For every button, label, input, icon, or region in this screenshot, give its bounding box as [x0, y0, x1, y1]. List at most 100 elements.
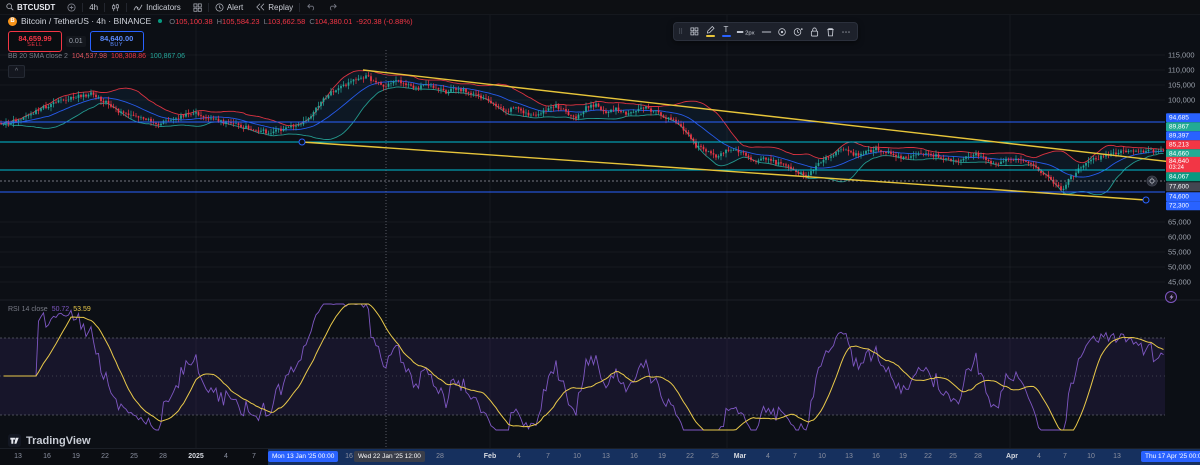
lock-button[interactable]: [807, 24, 821, 39]
candlestick-icon: [112, 3, 119, 11]
svg-text:2px: 2px: [745, 30, 755, 36]
buy-button[interactable]: 84,640.00 BUY: [89, 31, 144, 52]
trendline-handle[interactable]: [1142, 196, 1150, 204]
bb-indicator-legend[interactable]: BB 20 SMA close 2 104,537.98 108,308.86 …: [8, 53, 185, 60]
time-axis-tick: 10: [1087, 453, 1095, 460]
time-range-label[interactable]: Wed 22 Jan '25 12:00: [354, 450, 425, 462]
price-label: 84,067: [1166, 172, 1200, 182]
indicators-button[interactable]: Indicators: [127, 0, 187, 14]
time-axis-tick: 22: [924, 453, 932, 460]
time-axis-tick: 16: [872, 453, 880, 460]
price-axis-tick: 60,000: [1168, 232, 1191, 242]
line-color-swatch: [705, 35, 715, 37]
trash-icon: [826, 27, 834, 36]
multichart-layout-icon: [193, 3, 202, 12]
sell-button[interactable]: 84,659.99 SELL: [8, 31, 62, 52]
settings-button[interactable]: [775, 24, 789, 39]
price-axis-tick: 55,000: [1168, 247, 1191, 257]
symbol-description: Bitcoin / TetherUS · 4h · BINANCE: [21, 16, 152, 26]
replay-button[interactable]: Replay: [249, 0, 299, 14]
time-range-label[interactable]: Thu 17 Apr '25 00:00: [1141, 450, 1200, 462]
time-axis-tick: 13: [602, 453, 610, 460]
add-alert-button[interactable]: [791, 24, 805, 39]
time-axis-tick: 19: [899, 453, 907, 460]
time-axis-tick: 13: [14, 453, 22, 460]
replay-icon: [256, 3, 265, 11]
price-label: 89,397: [1166, 131, 1200, 141]
time-axis-tick: Apr: [1005, 453, 1019, 460]
bb-basis-value: 104,537.98: [71, 53, 107, 60]
price-label: 89,867: [1166, 122, 1200, 132]
time-axis-tick: 4: [766, 453, 770, 460]
undo-button[interactable]: [300, 0, 322, 14]
symbol-legend[interactable]: B Bitcoin / TetherUS · 4h · BINANCE O105…: [8, 16, 413, 26]
interval-button[interactable]: 4h: [83, 0, 104, 14]
price-axis-tick: 50,000: [1168, 262, 1191, 272]
rsi-ma-value: 53.59: [73, 306, 91, 313]
change-value: -920.38 (-0.88%): [356, 16, 413, 26]
add-symbol-button[interactable]: [61, 0, 82, 14]
alert-clock-icon: [215, 3, 224, 11]
low-value: 103,662.58: [267, 16, 306, 26]
time-range-label[interactable]: Mon 13 Jan '25 00:00: [268, 450, 339, 462]
redo-button[interactable]: [322, 0, 344, 14]
text-color-swatch: [721, 35, 731, 37]
price-axis-tick: 100,000: [1168, 95, 1196, 105]
quantity-field[interactable]: 0.01: [66, 36, 86, 47]
lock-icon: [810, 27, 818, 36]
time-axis-tick: 25: [711, 453, 719, 460]
top-toolbar: BTCUSDT 4h Indicators Alert Replay: [0, 0, 1200, 15]
time-axis-tick: 22: [101, 453, 109, 460]
indicators-label: Indicators: [146, 2, 181, 12]
symbol-search-button[interactable]: BTCUSDT: [0, 0, 61, 14]
bb-title: BB 20 SMA close 2: [8, 53, 68, 60]
trendline-handle[interactable]: [298, 138, 306, 146]
gear-icon: [778, 27, 786, 36]
undo-icon: [307, 3, 315, 11]
chart-style-button[interactable]: [105, 0, 126, 14]
time-axis-tick: 2025: [188, 453, 204, 460]
line-style-button[interactable]: [759, 24, 773, 39]
time-axis-tick: 10: [818, 453, 826, 460]
time-axis-tick: 13: [845, 453, 853, 460]
trendline-drawing[interactable]: [301, 141, 1147, 201]
template-button[interactable]: [687, 24, 701, 39]
interval-label: 4h: [89, 2, 99, 12]
time-axis-tick: 7: [252, 453, 256, 460]
toolbar-drag-handle[interactable]: ⠿: [678, 28, 683, 36]
time-scale[interactable]: 13 16 19 22 25 28 2025 4 7 16 28 Feb 4 7 10 13 16 19 22 25 M…: [0, 448, 1200, 465]
rsi-indicator-legend[interactable]: RSI 14 close 50.72 53.59: [8, 306, 91, 313]
high-value: 105,584.23: [222, 16, 260, 26]
tradingview-watermark[interactable]: TradingView: [8, 434, 91, 447]
line-style-icon: [761, 31, 771, 32]
replay-label: Replay: [268, 2, 294, 12]
time-axis-tick: 16: [43, 453, 51, 460]
line-color-button[interactable]: [703, 24, 717, 39]
bb-lower-value: 100,867.06: [150, 53, 186, 60]
text-color-button[interactable]: T: [719, 24, 733, 39]
price-label: 85,213: [1166, 140, 1200, 150]
sell-price: 84,659.99: [18, 33, 52, 43]
tradingview-logo-icon: [8, 434, 21, 447]
delete-button[interactable]: [823, 24, 837, 39]
trendline-drawing[interactable]: [362, 69, 1173, 163]
more-options-button[interactable]: ⋯: [839, 24, 853, 39]
search-icon: [6, 3, 14, 11]
collapse-legend-button[interactable]: ^: [8, 65, 25, 78]
time-axis-tick: 4: [224, 453, 228, 460]
time-axis-tick: Mar: [733, 453, 747, 460]
time-axis-tick: 4: [1037, 453, 1041, 460]
time-axis-tick: 13: [1113, 453, 1121, 460]
time-axis-tick: 16: [345, 453, 353, 460]
indicators-icon: [133, 4, 143, 10]
line-width-button[interactable]: 2px: [735, 24, 757, 39]
time-axis-tick: 4: [517, 453, 521, 460]
line-settings-bubble[interactable]: [1146, 175, 1158, 187]
time-axis-tick: Feb: [483, 453, 497, 460]
layout-grid-button[interactable]: [187, 0, 208, 14]
market-status-dot: [158, 19, 163, 23]
bb-upper-value: 108,308.86: [110, 53, 147, 60]
price-label: 77,600: [1166, 182, 1200, 192]
alert-button[interactable]: Alert: [209, 0, 249, 14]
